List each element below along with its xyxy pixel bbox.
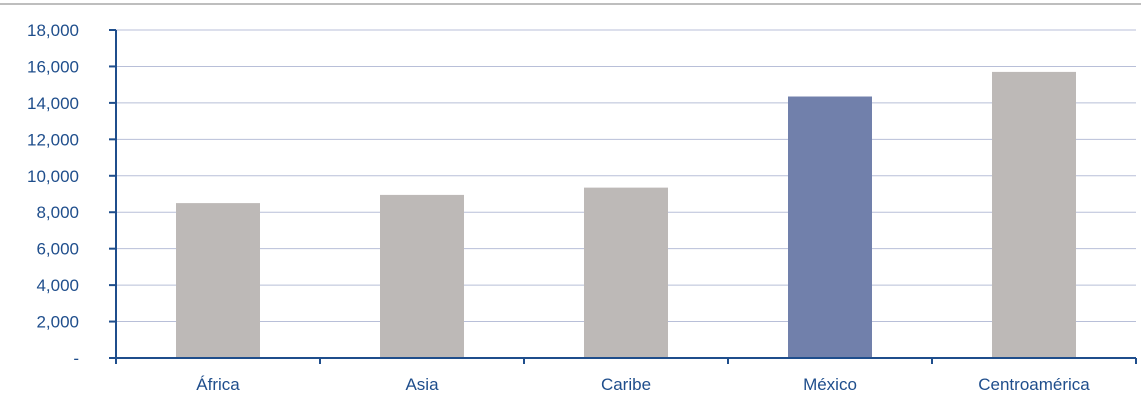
x-tick-label: África	[196, 375, 240, 394]
y-tick-label: 12,000	[27, 130, 79, 149]
x-tick-labels: África Asia Caribe México Centroamérica	[196, 375, 1090, 394]
x-tick-label: Caribe	[601, 375, 651, 394]
y-tick-label: 8,000	[36, 203, 79, 222]
bar-3	[584, 187, 668, 358]
y-tick-label: 10,000	[27, 167, 79, 186]
y-tick-label: 6,000	[36, 240, 79, 259]
x-tick-label: Centroamérica	[978, 375, 1090, 394]
y-tick-label: 14,000	[27, 94, 79, 113]
y-tick-label: 4,000	[36, 276, 79, 295]
x-tick-label: México	[803, 375, 857, 394]
bar-1	[176, 203, 260, 358]
y-tick-label: -	[73, 349, 79, 368]
bar-2	[380, 194, 464, 358]
x-tick-label: Asia	[405, 375, 439, 394]
axes	[109, 29, 1137, 364]
y-tick-labels: - 2,000 4,000 6,000 8,000 10,000 12,000 14,000 1…	[27, 21, 79, 368]
y-tick-label: 18,000	[27, 21, 79, 40]
bar-5	[992, 71, 1076, 359]
y-tick-label: 2,000	[36, 313, 79, 332]
y-tick-label: 16,000	[27, 57, 79, 76]
bars	[176, 71, 1076, 359]
bar-4	[788, 96, 872, 358]
